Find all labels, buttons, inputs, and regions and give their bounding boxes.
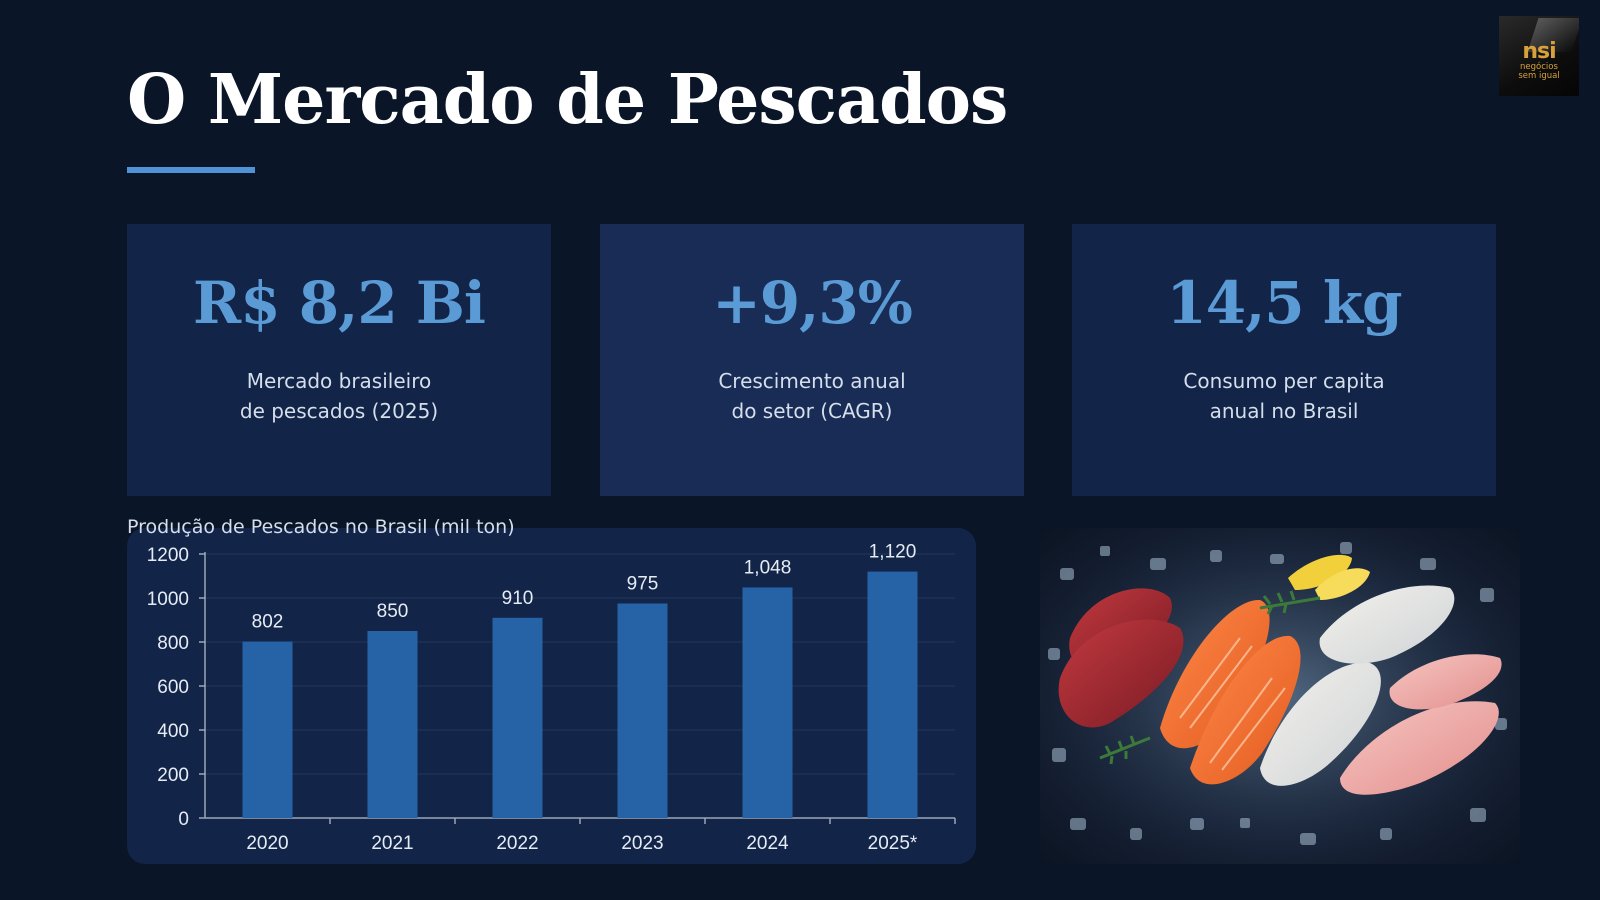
data-label: 1,048 — [744, 557, 792, 578]
stat-card-growth: +9,3% Crescimento anual do setor (CAGR) — [600, 224, 1024, 496]
logo-mark: nsi — [1522, 39, 1556, 65]
y-tick-label: 1000 — [147, 589, 189, 610]
salmon-marbling — [1179, 637, 1286, 771]
y-tick-label: 1200 — [147, 545, 189, 566]
x-tick-label: 2022 — [496, 833, 538, 854]
bar-2024 — [742, 587, 793, 818]
lemon-wedge-1 — [1288, 554, 1352, 590]
fish-fillets-illustration — [1040, 528, 1520, 864]
fish-fillets-photo — [1040, 528, 1520, 864]
data-label: 910 — [502, 588, 534, 609]
logo-tagline-2: sem igual — [1518, 71, 1560, 81]
tuna-steak — [1058, 619, 1184, 728]
bar-2023 — [617, 603, 668, 818]
stat-card-market-size: R$ 8,2 Bi Mercado brasileiro de pescados… — [127, 224, 551, 496]
chart-title: Produção de Pescados no Brasil (mil ton) — [127, 516, 515, 538]
white-fish-fillet-2 — [1319, 585, 1455, 664]
page-title: O Mercado de Pescados — [127, 60, 1008, 140]
stat-card-consumption: 14,5 kg Consumo per capita anual no Bras… — [1072, 224, 1496, 496]
stat-label: Consumo per capita anual no Brasil — [1183, 366, 1384, 426]
x-tick-label: 2020 — [246, 833, 288, 854]
x-tick-label: 2021 — [371, 833, 413, 854]
tilapia-fillet-1 — [1340, 701, 1499, 795]
stat-label: Mercado brasileiro de pescados (2025) — [240, 366, 438, 426]
stat-label-line: Mercado brasileiro — [246, 369, 432, 393]
title-underline — [127, 167, 255, 173]
stat-label: Crescimento anual do setor (CAGR) — [718, 366, 905, 426]
herb-sprigs — [1099, 590, 1321, 765]
y-tick-label: 600 — [157, 677, 189, 698]
data-label: 975 — [627, 574, 659, 595]
stat-label-line: de pescados (2025) — [239, 399, 439, 423]
y-tick-label: 800 — [157, 633, 189, 654]
stat-label-line: Consumo per capita — [1183, 369, 1385, 393]
y-tick-label: 0 — [178, 809, 189, 830]
stat-label-line: do setor (CAGR) — [731, 399, 893, 423]
y-tick-label: 200 — [157, 765, 189, 786]
logo-tagline-1: negócios — [1520, 62, 1558, 73]
tilapia-fillet-2 — [1389, 654, 1502, 710]
lemon-wedge-2 — [1315, 568, 1370, 600]
stat-value: R$ 8,2 Bi — [193, 269, 486, 337]
stat-value: +9,3% — [712, 269, 913, 337]
company-logo: nsi negócios sem igual — [1499, 16, 1579, 96]
stat-value: 14,5 kg — [1166, 269, 1402, 337]
x-tick-label: 2024 — [746, 833, 789, 854]
production-bar-chart: 0 200 400 600 800 1000 1200 802 2020 850 2021 910 20… — [147, 542, 956, 854]
salmon-fillet-1 — [1160, 599, 1270, 749]
salmon-fillet-2 — [1190, 635, 1301, 785]
bar-2025-est — [867, 571, 918, 818]
ice-cubes — [1048, 542, 1507, 845]
y-tick-label: 400 — [157, 721, 189, 742]
data-label: 850 — [377, 601, 409, 622]
white-fish-fillet-1 — [1260, 662, 1381, 786]
bar-2020 — [242, 641, 293, 818]
bar-2022 — [492, 617, 543, 818]
stat-label-line: Crescimento anual — [718, 369, 906, 393]
x-tick-label: 2025* — [868, 833, 918, 854]
bar-2021 — [367, 631, 418, 818]
stat-label-line: anual no Brasil — [1209, 399, 1359, 423]
data-label: 802 — [252, 612, 284, 633]
data-label: 1,120 — [869, 542, 917, 563]
x-tick-label: 2023 — [621, 833, 663, 854]
